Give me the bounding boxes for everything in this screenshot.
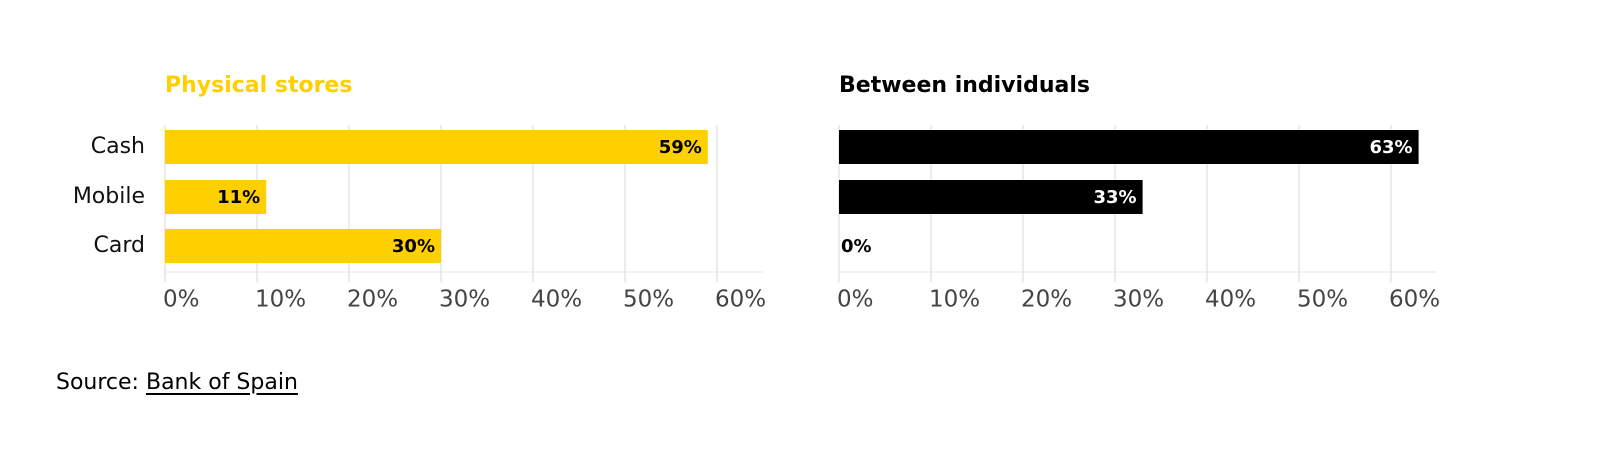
- y-tick-label: Cash: [91, 134, 145, 159]
- charts: Physical stores 0% 10% 20% 30% 40% 50% 60% Cash 5…: [73, 73, 1440, 313]
- bar: [165, 130, 708, 164]
- source: Source: Bank of Spain: [56, 370, 298, 395]
- value-label: 63%: [1370, 137, 1413, 158]
- x-tick-label: 50%: [1297, 287, 1348, 313]
- x-tick-label: 0%: [837, 287, 874, 313]
- value-label: 33%: [1094, 187, 1137, 208]
- x-tick-label: 40%: [531, 287, 582, 313]
- value-label: 0%: [841, 236, 872, 257]
- x-tick-label: 20%: [1021, 287, 1072, 313]
- x-tick-label: 30%: [1113, 287, 1164, 313]
- chart-title: Between individuals: [839, 73, 1090, 98]
- x-tick-label: 10%: [929, 287, 980, 313]
- value-label: 59%: [659, 137, 702, 158]
- y-tick-label: Mobile: [73, 184, 145, 209]
- x-tick-label: 40%: [1205, 287, 1256, 313]
- bar: [839, 130, 1419, 164]
- bar: [165, 180, 267, 214]
- x-tick-label: 20%: [347, 287, 398, 313]
- source-link[interactable]: Bank of Spain: [145, 370, 298, 395]
- x-tick-label: 60%: [715, 287, 766, 313]
- x-tick-label: 50%: [623, 287, 674, 313]
- y-tick-label: Card: [94, 233, 145, 258]
- source-label: Source:: [56, 370, 139, 395]
- x-tick-label: 30%: [439, 287, 490, 313]
- bar: [165, 229, 441, 263]
- x-tick-label: 10%: [255, 287, 306, 313]
- x-tick-label: 0%: [163, 287, 200, 313]
- value-label: 30%: [392, 236, 435, 257]
- chart-title: Physical stores: [165, 73, 352, 98]
- bar: [839, 180, 1143, 214]
- value-label: 11%: [217, 187, 260, 208]
- x-tick-label: 60%: [1389, 287, 1440, 313]
